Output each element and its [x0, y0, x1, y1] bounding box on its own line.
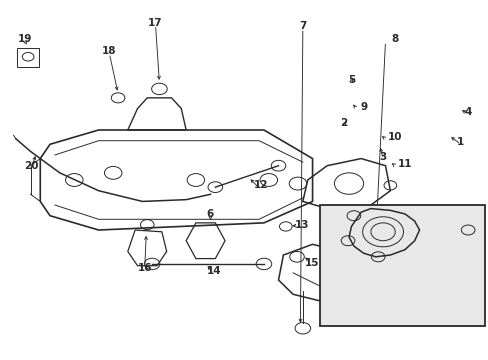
Text: 17: 17	[148, 18, 163, 28]
Text: 7: 7	[299, 21, 306, 31]
Text: 3: 3	[379, 152, 386, 162]
Bar	[319, 205, 484, 327]
Text: 6: 6	[206, 209, 214, 219]
Text: 1: 1	[456, 138, 464, 148]
Text: 2: 2	[340, 118, 347, 128]
Text: 11: 11	[397, 159, 411, 169]
Text: 16: 16	[137, 262, 152, 273]
Text: 10: 10	[387, 132, 402, 142]
Text: 5: 5	[347, 75, 354, 85]
Text: 20: 20	[24, 161, 39, 171]
Text: 13: 13	[294, 220, 308, 230]
Text: 9: 9	[359, 102, 366, 112]
Text: 19: 19	[18, 34, 32, 44]
Text: 15: 15	[304, 258, 318, 268]
Text: 14: 14	[206, 266, 221, 276]
Text: 4: 4	[464, 107, 471, 117]
Text: 12: 12	[254, 180, 268, 190]
Text: 8: 8	[391, 34, 398, 44]
Text: 18: 18	[102, 46, 116, 57]
Bar	[18, 48, 39, 67]
